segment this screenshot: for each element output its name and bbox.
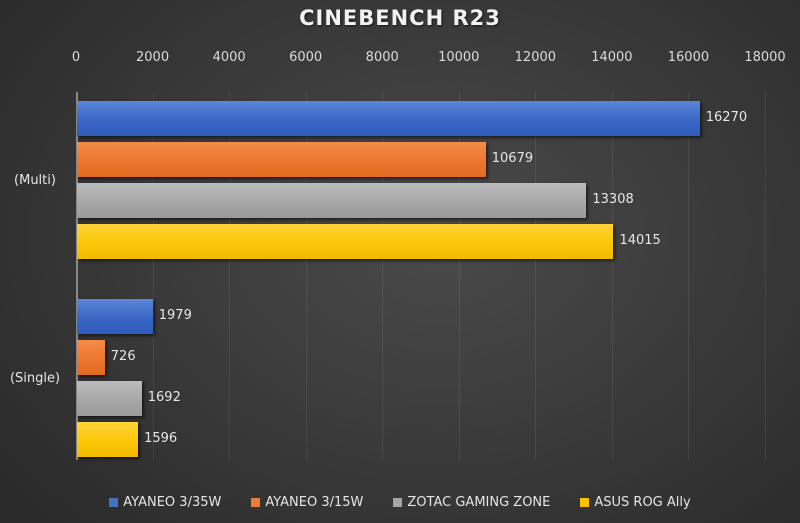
gridline: [458, 92, 460, 460]
legend-item-ayaneo-35w: AYANEO 3/35W: [109, 495, 221, 510]
bar-single-yellow: [77, 422, 139, 457]
x-tick-label: 10000: [438, 50, 480, 65]
category-axis-line: [76, 92, 78, 460]
bar-multi-orange: [77, 142, 486, 177]
gridline: [688, 92, 690, 460]
data-label: 726: [110, 349, 136, 364]
gridline: [152, 92, 154, 460]
bar-single-orange: [77, 340, 105, 375]
x-tick-label: 2000: [136, 50, 170, 65]
data-label: 14015: [619, 233, 661, 248]
bar-multi-blue: [77, 101, 700, 136]
data-label: 1596: [144, 431, 178, 446]
data-label: 1692: [147, 390, 181, 405]
x-tick-label: 8000: [365, 50, 399, 65]
bar-multi-yellow: [77, 224, 614, 259]
legend-label: AYANEO 3/35W: [123, 495, 222, 510]
x-tick-label: 12000: [514, 50, 557, 65]
bar-single-gray: [77, 381, 142, 416]
bar-multi-gray: [77, 183, 587, 218]
x-tick-label: 6000: [289, 50, 323, 65]
x-tick-label: 16000: [667, 50, 710, 65]
data-label: 13308: [592, 192, 634, 207]
bar-single-blue: [77, 299, 153, 334]
legend-item-zotac: ZOTAC GAMING ZONE: [393, 495, 550, 510]
legend: AYANEO 3/35W AYANEO 3/15W ZOTAC GAMING Z…: [0, 495, 800, 510]
legend-swatch-orange-icon: [251, 498, 261, 507]
category-label-multi: (Multi): [14, 173, 56, 188]
data-label: 1979: [158, 308, 192, 323]
gridline: [765, 92, 766, 460]
legend-swatch-blue-icon: [109, 498, 119, 507]
gridline: [305, 92, 307, 460]
data-label: 10679: [491, 151, 534, 166]
legend-label: ZOTAC GAMING ZONE: [407, 495, 551, 510]
data-label: 16270: [705, 110, 748, 125]
gridline: [611, 92, 613, 460]
gridline: [382, 92, 384, 460]
legend-label: AYANEO 3/15W: [265, 495, 364, 510]
category-label-single: (Single): [9, 371, 61, 386]
gridline: [535, 92, 537, 460]
legend-item-rog-ally: ASUS ROG Ally: [580, 495, 691, 510]
legend-swatch-yellow-icon: [580, 498, 590, 507]
legend-item-ayaneo-15w: AYANEO 3/15W: [251, 495, 363, 510]
legend-label: ASUS ROG Ally: [594, 495, 691, 510]
legend-swatch-gray-icon: [393, 498, 403, 507]
x-tick-label: 18000: [744, 50, 786, 65]
x-tick-label: 4000: [212, 50, 246, 65]
chart-title: CINEBENCH R23: [299, 6, 501, 30]
gridline: [229, 92, 231, 460]
x-tick-label: 0: [71, 50, 81, 65]
x-tick-label: 14000: [591, 50, 633, 65]
